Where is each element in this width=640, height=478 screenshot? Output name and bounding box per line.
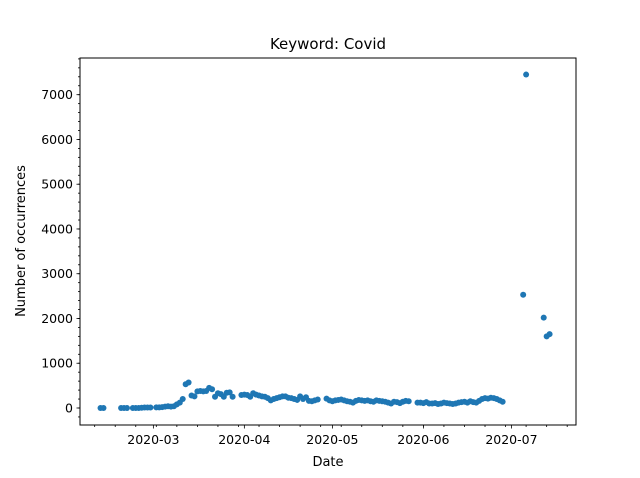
y-tick-label: 3000	[41, 266, 73, 281]
data-point	[314, 396, 321, 403]
chart-title: Keyword: Covid	[270, 35, 386, 53]
data-point	[100, 404, 107, 411]
data-point	[520, 291, 527, 298]
data-point	[185, 379, 192, 386]
x-tick-label: 2020-06	[397, 432, 449, 447]
data-point	[540, 314, 547, 321]
y-tick-label: 7000	[41, 87, 73, 102]
data-point	[226, 389, 233, 396]
data-point	[147, 404, 154, 411]
x-tick-label: 2020-07	[485, 432, 537, 447]
y-tick-label: 6000	[41, 132, 73, 147]
x-tick-label: 2020-05	[306, 432, 358, 447]
data-point	[405, 398, 412, 405]
x-axis-ticks: 2020-03 2020-04 2020-05 2020-06 2020-07	[94, 425, 568, 447]
x-tick-label: 2020-04	[218, 432, 270, 447]
y-tick-label: 5000	[41, 177, 73, 192]
y-tick-label: 0	[65, 400, 73, 415]
y-axis-ticks: 0 1000 2000 3000 4000 5000 6000 7000	[41, 58, 80, 418]
data-point	[546, 331, 553, 338]
data-point	[229, 393, 236, 400]
y-tick-label: 1000	[41, 356, 73, 371]
data-point	[123, 404, 130, 411]
data-point	[179, 396, 186, 403]
data-point	[499, 398, 506, 405]
plot-frame	[79, 57, 577, 426]
y-tick-label: 2000	[41, 311, 73, 326]
data-point	[209, 386, 216, 393]
data-point	[523, 71, 530, 78]
x-axis-label: Date	[312, 455, 343, 470]
x-tick-label: 2020-03	[127, 432, 179, 447]
data-points	[97, 71, 553, 411]
y-tick-label: 4000	[41, 221, 73, 236]
y-axis-label: Number of occurrences	[14, 165, 29, 317]
data-point	[191, 393, 198, 400]
